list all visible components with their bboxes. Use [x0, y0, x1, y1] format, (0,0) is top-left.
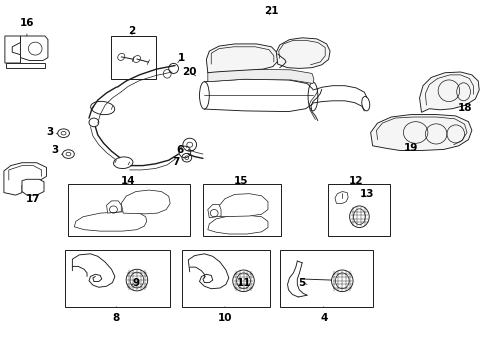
Polygon shape — [207, 215, 267, 234]
Text: 10: 10 — [217, 307, 232, 323]
Polygon shape — [206, 44, 277, 73]
Polygon shape — [20, 36, 48, 60]
Text: 12: 12 — [348, 176, 363, 186]
Text: 4: 4 — [319, 307, 327, 323]
Bar — [68, 184, 189, 236]
Bar — [279, 250, 372, 307]
Polygon shape — [22, 179, 44, 195]
Polygon shape — [121, 190, 170, 214]
Polygon shape — [106, 201, 121, 213]
Polygon shape — [419, 72, 478, 112]
Bar — [64, 250, 170, 307]
Text: 9: 9 — [131, 278, 139, 288]
Text: 16: 16 — [20, 18, 34, 36]
Text: 5: 5 — [298, 278, 306, 288]
Polygon shape — [6, 63, 45, 68]
Text: 11: 11 — [237, 278, 251, 288]
Text: 14: 14 — [121, 176, 135, 186]
Polygon shape — [370, 114, 471, 150]
Polygon shape — [334, 192, 347, 203]
Text: 8: 8 — [113, 307, 120, 323]
Text: 17: 17 — [26, 194, 41, 204]
Bar — [182, 250, 269, 307]
Text: 15: 15 — [233, 176, 247, 186]
Text: 20: 20 — [182, 67, 197, 77]
Text: 7: 7 — [172, 157, 183, 167]
Text: 2: 2 — [128, 26, 135, 36]
Text: 18: 18 — [457, 103, 472, 113]
Text: 13: 13 — [359, 189, 373, 199]
Text: 3: 3 — [51, 145, 62, 156]
Polygon shape — [207, 204, 221, 218]
Polygon shape — [219, 194, 267, 217]
Polygon shape — [276, 38, 329, 68]
Text: 3: 3 — [46, 127, 58, 138]
Bar — [111, 36, 155, 79]
Polygon shape — [5, 36, 20, 63]
Text: 1: 1 — [178, 53, 185, 63]
Polygon shape — [207, 69, 313, 84]
Text: 19: 19 — [403, 143, 417, 153]
Text: 21: 21 — [264, 6, 278, 16]
Text: 6: 6 — [176, 145, 186, 156]
Bar — [327, 184, 389, 236]
Bar — [203, 184, 281, 236]
Polygon shape — [74, 212, 146, 231]
Polygon shape — [4, 163, 46, 195]
